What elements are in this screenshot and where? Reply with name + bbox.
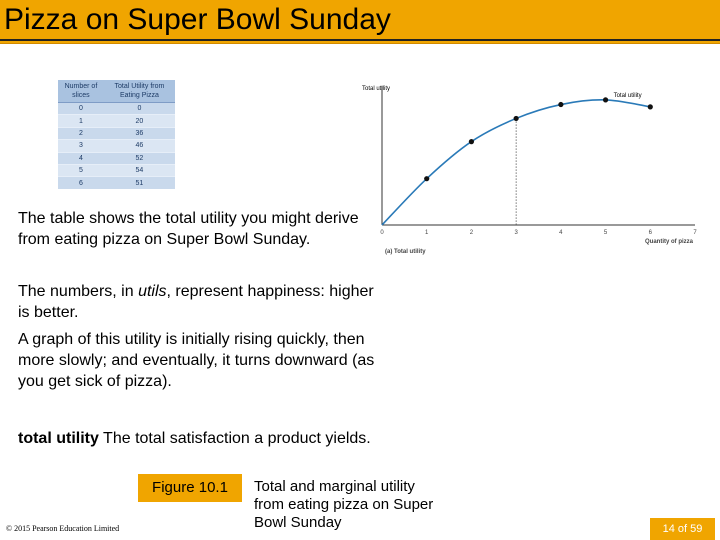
data-point [424, 176, 430, 182]
table-row: 1 20 [58, 114, 175, 128]
total-utility-chart: Total utility Total utility 0 1 2 3 4 5 6 7 Quanti… [362, 86, 697, 255]
table-cell: 5 [58, 163, 104, 177]
data-point [468, 139, 475, 145]
x-axis-label: Quantity of pizza [645, 239, 694, 245]
figure-label: Figure 10.1 [138, 474, 242, 502]
x-tick-label: 6 [649, 230, 653, 236]
utility-table: Number of slices Total Utility from Eati… [58, 80, 175, 189]
copyright: © 2015 Pearson Education Limited [6, 524, 120, 533]
paragraph-utils-post: , represent happiness: higher is better. [18, 283, 374, 321]
title-underline [0, 39, 720, 41]
panel-label: (a) Total utility [385, 249, 426, 255]
table-cell: 20 [103, 114, 175, 128]
title-bar: Pizza on Super Bowl Sunday [0, 0, 720, 44]
definition-text: The total satisfaction a product yields. [98, 430, 371, 447]
table-cell: 6 [58, 176, 104, 189]
x-tick-label: 3 [514, 230, 518, 236]
table-cell: 52 [103, 151, 175, 165]
table-cell: 3 [58, 139, 104, 153]
table-row: 5 54 [58, 163, 175, 177]
table-cell: 1 [58, 114, 104, 128]
data-point [558, 101, 564, 108]
figure-caption: Total and marginal utility from eating p… [254, 478, 434, 531]
x-tick-label: 0 [380, 230, 384, 236]
paragraph-table-intro: The table shows the total utility you mi… [18, 210, 359, 248]
table-cell: 0 [103, 101, 175, 115]
paragraph-graph: A graph of this utility is initially ris… [18, 331, 375, 390]
data-point [647, 104, 653, 110]
x-tick-label: 1 [425, 230, 429, 236]
table-cell: 54 [103, 163, 175, 177]
data-point [602, 97, 609, 103]
utils-term: utils [138, 283, 167, 300]
table-row: 6 51 [58, 176, 175, 189]
table-row: 3 46 [58, 139, 175, 153]
x-tick-label: 7 [693, 230, 697, 236]
paragraph-utils: The numbers, in utils, represent happine… [18, 281, 378, 323]
table-cell: 0 [58, 101, 104, 115]
table-row: 4 52 [58, 151, 175, 165]
table-cell: 4 [58, 151, 104, 165]
table-cell: 51 [103, 176, 175, 189]
table-header-row: Number of slices Total Utility from Eati… [58, 80, 175, 103]
curve-label: Total utility [614, 93, 642, 99]
page-number: 14 of 59 [650, 518, 715, 540]
definition: total utility The total satisfaction a p… [18, 428, 378, 449]
paragraph-utils-pre: The numbers, in [18, 283, 139, 300]
x-tick-label: 5 [604, 230, 608, 236]
table-cell: 46 [103, 139, 175, 153]
table-header-slices: Number of slices [58, 80, 104, 103]
table-cell: 2 [58, 126, 104, 140]
table-cell: 36 [103, 126, 175, 140]
table-header-utility: Total Utility from Eating Pizza [103, 80, 175, 103]
data-point [513, 115, 519, 122]
table-row: 2 36 [58, 126, 175, 140]
x-tick-label: 2 [470, 230, 474, 236]
y-axis-label: Total utility [362, 86, 390, 92]
definition-term: total utility [18, 430, 99, 447]
x-tick-label: 4 [559, 230, 563, 236]
slide-title: Pizza on Super Bowl Sunday [4, 3, 391, 36]
